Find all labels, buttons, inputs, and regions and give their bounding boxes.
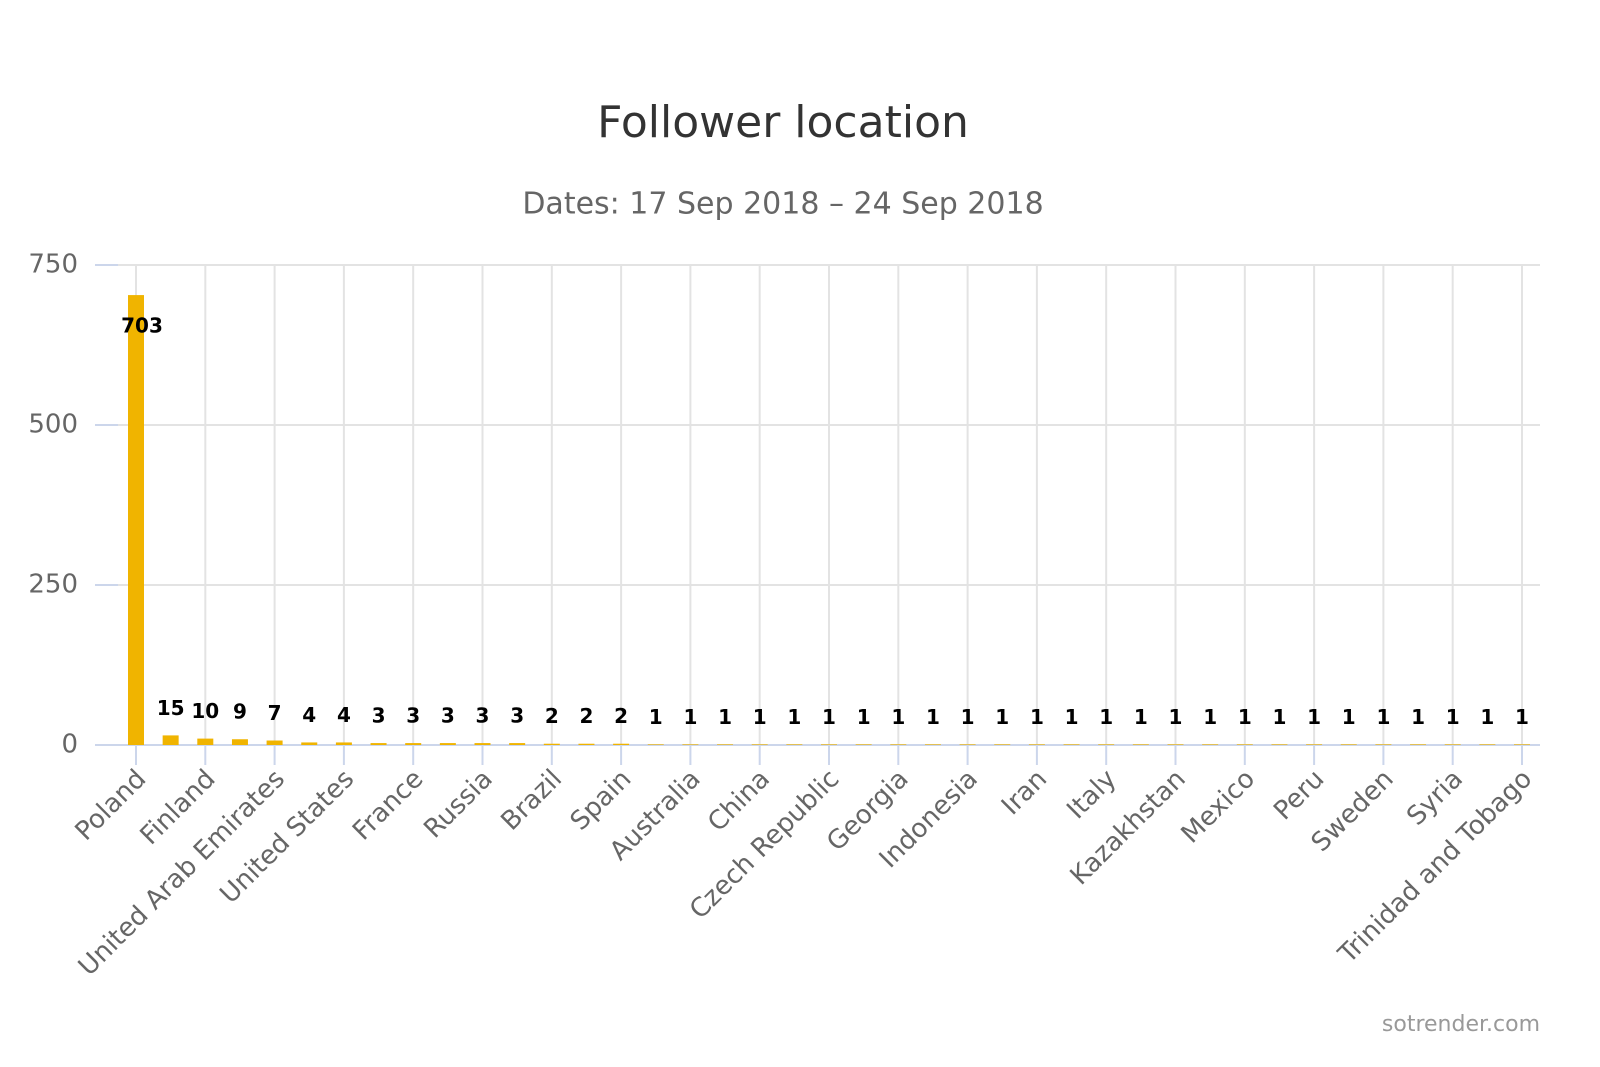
bar	[231, 739, 248, 745]
bar	[1514, 744, 1530, 745]
bar	[162, 735, 179, 745]
bar	[1132, 744, 1149, 745]
data-label: 1	[822, 705, 836, 729]
x-tick-label: Mexico	[1176, 764, 1261, 849]
bar	[405, 743, 422, 745]
bar	[1340, 744, 1357, 745]
data-label: 10	[191, 699, 219, 723]
bar	[509, 743, 526, 745]
data-label: 2	[545, 704, 559, 728]
bar	[1063, 744, 1080, 745]
bar	[335, 742, 352, 745]
x-tick-label: France	[347, 764, 429, 846]
x-tick-label: Russia	[418, 764, 498, 844]
data-label: 1	[1446, 705, 1460, 729]
data-label: 1	[1169, 705, 1183, 729]
data-label: 7	[268, 701, 282, 725]
bar	[647, 744, 664, 745]
bar	[301, 742, 318, 745]
data-label: 1	[1342, 705, 1356, 729]
data-label: 1	[891, 705, 905, 729]
data-label: 1	[683, 705, 697, 729]
bar	[197, 738, 214, 745]
y-tick-label: 250	[28, 570, 78, 600]
data-label: 2	[614, 704, 628, 728]
data-label: 3	[510, 704, 524, 728]
bar	[1306, 744, 1323, 745]
bar	[474, 743, 491, 745]
data-label: 1	[1272, 705, 1286, 729]
bar	[682, 744, 699, 745]
bar	[128, 295, 144, 745]
x-tick-label: Peru	[1268, 764, 1330, 826]
bar	[890, 744, 907, 745]
data-label: 1	[787, 705, 801, 729]
bar	[1028, 744, 1045, 745]
x-tick-label: Italy	[1061, 764, 1122, 825]
data-label: 1	[1238, 705, 1252, 729]
data-label: 1	[1099, 705, 1113, 729]
data-label: 1	[1134, 705, 1148, 729]
data-label: 1	[1515, 705, 1529, 729]
data-label: 1	[718, 705, 732, 729]
data-label: 1	[1030, 705, 1044, 729]
bar	[1479, 744, 1496, 745]
chart-subtitle: Dates: 17 Sep 2018 – 24 Sep 2018	[522, 187, 1043, 222]
data-label: 1	[753, 705, 767, 729]
data-label: 3	[476, 704, 490, 728]
bar	[1202, 744, 1219, 745]
x-tick-label: Iran	[996, 764, 1053, 821]
data-label: 1	[1203, 705, 1217, 729]
data-label: 1	[1480, 705, 1494, 729]
bar	[1098, 744, 1115, 745]
bar	[613, 743, 630, 745]
credit: sotrender.com	[1382, 1012, 1540, 1037]
chart-title: Follower location	[597, 97, 969, 148]
y-tick-label: 500	[28, 410, 78, 440]
data-label: 1	[1411, 705, 1425, 729]
bar	[1375, 744, 1392, 745]
bar	[1271, 744, 1288, 745]
data-label: 15	[157, 696, 185, 720]
bar	[1444, 744, 1461, 745]
data-label: 4	[302, 703, 316, 727]
data-label: 1	[995, 705, 1009, 729]
data-label: 1	[857, 705, 871, 729]
data-label: 1	[1307, 705, 1321, 729]
data-label: 2	[579, 704, 593, 728]
bar	[370, 743, 387, 745]
data-label: 1	[961, 705, 975, 729]
data-label: 3	[372, 704, 386, 728]
bar	[924, 744, 941, 745]
data-label: 3	[441, 704, 455, 728]
data-label: 1	[649, 705, 663, 729]
data-label: 3	[406, 704, 420, 728]
bar	[821, 744, 837, 745]
bar	[1167, 744, 1184, 745]
bar	[786, 744, 803, 745]
x-tick-label: Brazil	[496, 764, 569, 837]
bar	[543, 743, 560, 745]
bar	[994, 744, 1011, 745]
bar	[959, 744, 976, 745]
y-tick-label: 0	[61, 730, 78, 760]
data-label: 1	[926, 705, 940, 729]
data-label: 1	[1065, 705, 1079, 729]
bar	[439, 743, 456, 745]
data-label: 4	[337, 703, 351, 727]
bar	[855, 744, 872, 745]
data-label: 1	[1376, 705, 1390, 729]
data-label: 703	[121, 314, 163, 338]
bar	[266, 740, 283, 745]
bar	[1236, 744, 1253, 745]
bar	[751, 744, 768, 745]
bar	[717, 744, 734, 745]
data-label: 9	[233, 700, 247, 724]
bar	[1410, 744, 1427, 745]
y-tick-label: 750	[28, 250, 78, 280]
bar	[578, 743, 595, 745]
